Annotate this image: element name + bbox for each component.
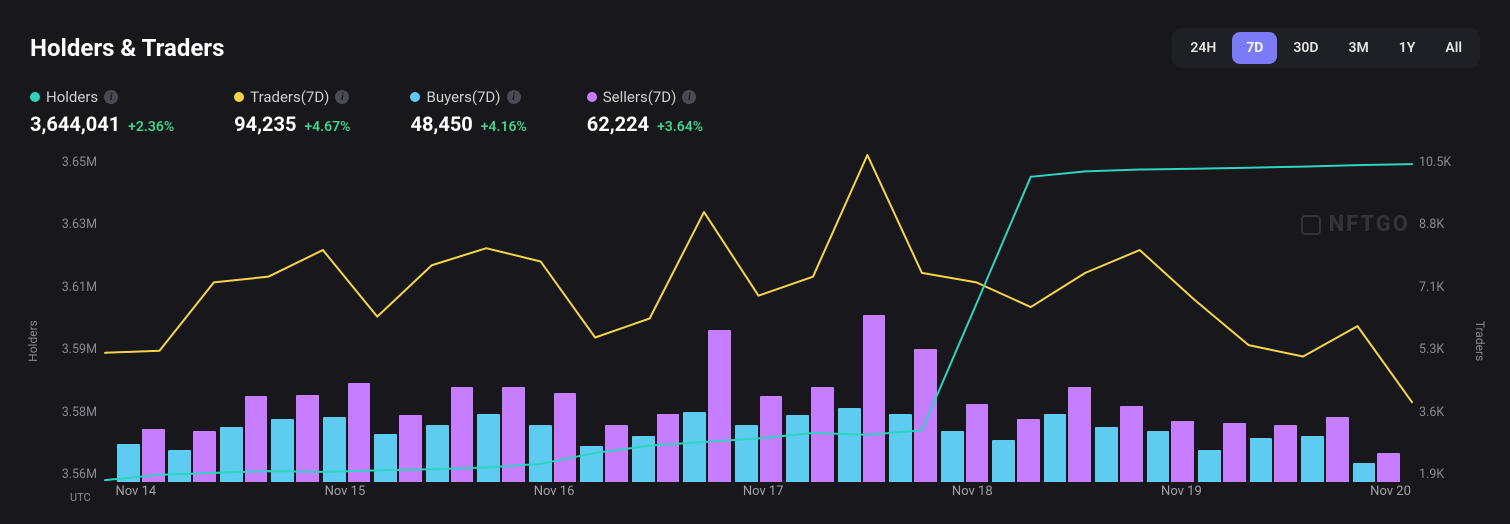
stat-label-text-buyers: Buyers(7D) <box>426 88 500 106</box>
stat-sellers: Sellers(7D) i 62,224 +3.64% <box>587 88 703 136</box>
x-tick: Nov 18 <box>952 484 993 499</box>
x-tick: Nov 15 <box>325 484 366 499</box>
stat-value-sellers: 62,224 <box>587 112 649 136</box>
stat-traders: Traders(7D) i 94,235 +4.67% <box>234 88 350 136</box>
utc-label: UTC <box>70 491 91 504</box>
range-tab-7d[interactable]: 7D <box>1232 32 1277 64</box>
y-right-tick: 10.5K <box>1419 155 1474 170</box>
y-left-label: Holders <box>26 320 40 362</box>
stat-label-buyers: Buyers(7D) i <box>410 88 526 106</box>
y-left-tick: 3.56M <box>42 467 97 482</box>
info-icon[interactable]: i <box>507 90 521 104</box>
lines-layer <box>105 155 1412 482</box>
stat-label-text-holders: Holders <box>46 88 98 106</box>
legend-dot-holders <box>30 92 40 102</box>
y-right-tick: 1.9K <box>1419 467 1474 482</box>
info-icon[interactable]: i <box>335 90 349 104</box>
plot-area <box>105 155 1412 482</box>
stat-change-holders: +2.36% <box>128 119 174 135</box>
stat-label-text-sellers: Sellers(7D) <box>603 88 677 106</box>
range-tab-30d[interactable]: 30D <box>1279 32 1332 64</box>
x-tick: Nov 14 <box>115 484 156 499</box>
chart: Holders Traders 3.65M3.63M3.61M3.59M3.58… <box>30 155 1482 512</box>
watermark: NFTGO <box>1301 212 1410 237</box>
y-right-tick: 3.6K <box>1419 405 1474 420</box>
stat-label-traders: Traders(7D) i <box>234 88 350 106</box>
y-left-tick: 3.63M <box>42 217 97 232</box>
stat-change-buyers: +4.16% <box>481 119 527 135</box>
stat-holders: Holders i 3,644,041 +2.36% <box>30 88 174 136</box>
stat-label-holders: Holders i <box>30 88 174 106</box>
watermark-text: NFTGO <box>1329 212 1410 237</box>
stat-change-traders: +4.67% <box>304 119 350 135</box>
y-left-tick: 3.65M <box>42 155 97 170</box>
range-tab-all[interactable]: All <box>1431 32 1476 64</box>
y-left-tick: 3.59M <box>42 342 97 357</box>
info-icon[interactable]: i <box>682 90 696 104</box>
x-tick: Nov 20 <box>1370 484 1411 499</box>
y-left-ticks: 3.65M 3.63M 3.61M 3.59M 3.58M 3.56M <box>42 155 97 482</box>
range-tab-24h[interactable]: 24H <box>1176 32 1230 64</box>
range-tabs: 24H7D30D3M1YAll <box>1172 28 1480 68</box>
y-right-tick: 5.3K <box>1419 342 1474 357</box>
y-right-ticks: 10.5K 8.8K 7.1K 5.3K 3.6K 1.9K <box>1419 155 1474 482</box>
stat-value-traders: 94,235 <box>234 112 296 136</box>
y-left-tick: 3.61M <box>42 280 97 295</box>
stat-value-buyers: 48,450 <box>410 112 472 136</box>
stat-buyers: Buyers(7D) i 48,450 +4.16% <box>410 88 526 136</box>
stat-value-holders: 3,644,041 <box>30 112 120 136</box>
x-ticks: Nov 14 Nov 15 Nov 16 Nov 17 Nov 18 Nov 19 Nov … <box>105 484 1412 512</box>
x-tick: Nov 19 <box>1161 484 1202 499</box>
page-title: Holders & Traders <box>30 34 224 62</box>
info-icon[interactable]: i <box>104 90 118 104</box>
watermark-icon <box>1301 215 1321 235</box>
y-right-label: Traders <box>1473 320 1487 360</box>
y-left-tick: 3.58M <box>42 405 97 420</box>
stat-label-text-traders: Traders(7D) <box>250 88 329 106</box>
stat-label-sellers: Sellers(7D) i <box>587 88 703 106</box>
legend-dot-sellers <box>587 92 597 102</box>
range-tab-3m[interactable]: 3M <box>1335 32 1383 64</box>
line-traders[interactable] <box>105 155 1412 402</box>
range-tab-1y[interactable]: 1Y <box>1385 32 1430 64</box>
stats-row: Holders i 3,644,041 +2.36% Traders(7D) i 94,23… <box>0 68 1510 136</box>
legend-dot-traders <box>234 92 244 102</box>
y-right-tick: 8.8K <box>1419 217 1474 232</box>
stat-change-sellers: +3.64% <box>657 119 703 135</box>
x-tick: Nov 17 <box>743 484 784 499</box>
line-holders[interactable] <box>105 164 1412 480</box>
legend-dot-buyers <box>410 92 420 102</box>
y-right-tick: 7.1K <box>1419 280 1474 295</box>
x-tick: Nov 16 <box>534 484 575 499</box>
